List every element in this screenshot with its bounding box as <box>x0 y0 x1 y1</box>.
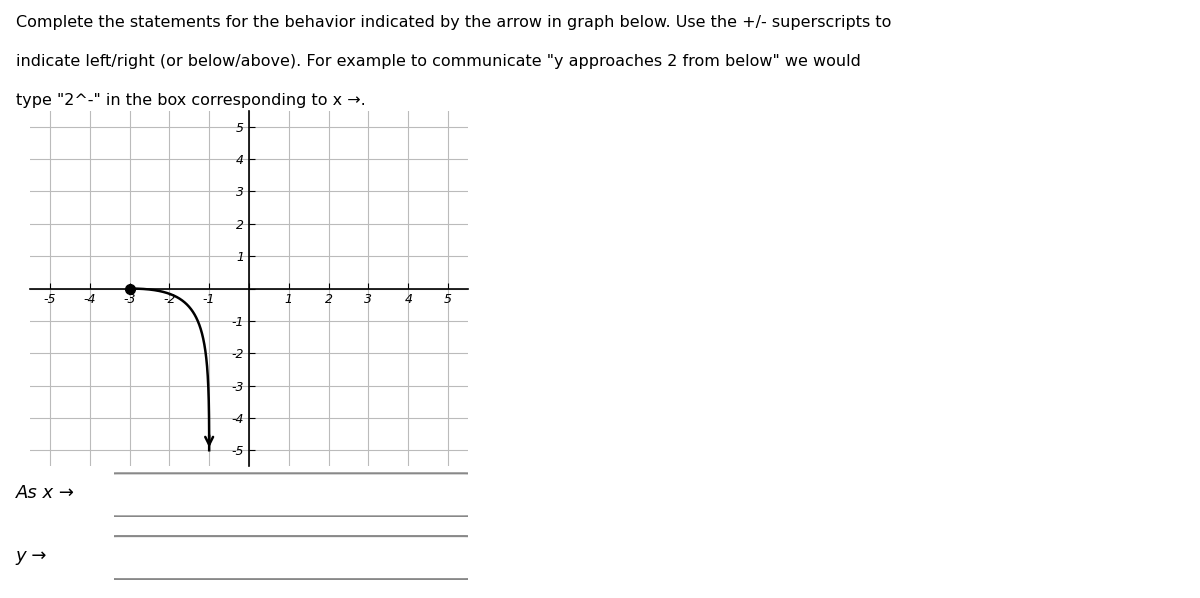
Text: y →: y → <box>16 547 47 565</box>
FancyBboxPatch shape <box>107 474 475 516</box>
FancyBboxPatch shape <box>107 536 475 579</box>
Text: As x →: As x → <box>16 484 74 502</box>
Text: indicate left/right (or below/above). For example to communicate "y approaches 2: indicate left/right (or below/above). Fo… <box>16 54 860 69</box>
Text: Complete the statements for the behavior indicated by the arrow in graph below. : Complete the statements for the behavior… <box>16 15 890 30</box>
Text: type "2^-" in the box corresponding to x →.: type "2^-" in the box corresponding to x… <box>16 93 365 108</box>
